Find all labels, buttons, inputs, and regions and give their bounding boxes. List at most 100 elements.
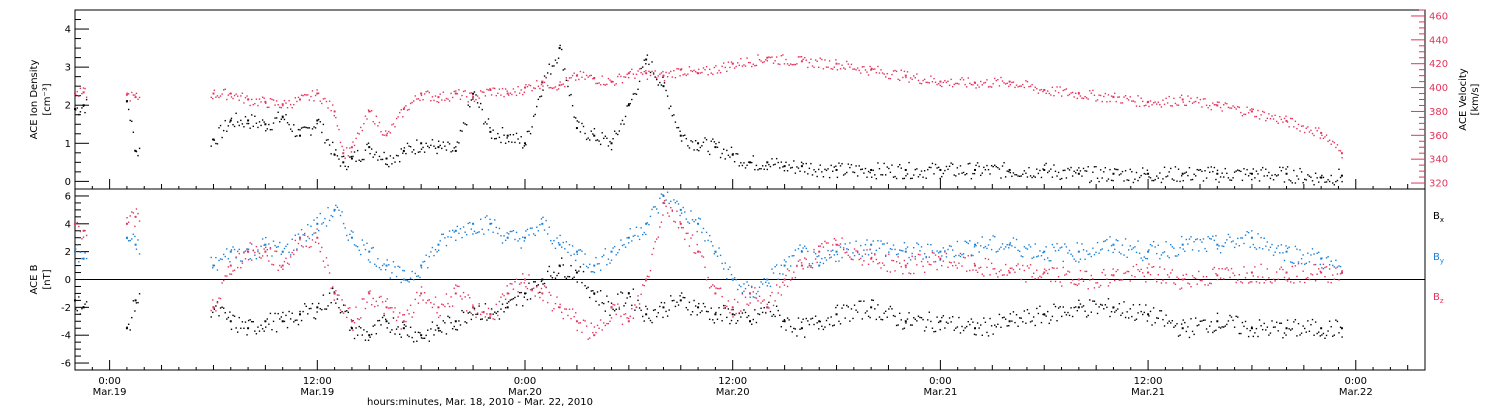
data-dot [1290,117,1292,120]
data-dot [370,148,373,150]
data-dot [325,100,328,103]
data-dot [271,98,273,101]
data-dot [539,291,541,294]
data-dot [962,171,965,174]
data-dot [338,209,340,211]
data-dot [532,87,535,89]
data-dot [303,303,306,305]
data-dot [814,171,817,173]
data-dot [637,70,639,72]
data-dot [480,318,482,321]
data-dot [79,251,82,253]
data-dot [582,71,585,74]
data-dot [1219,327,1222,329]
data-dot [1020,278,1022,281]
data-dot [1103,268,1105,271]
data-dot [659,81,661,84]
data-dot [1327,256,1329,258]
data-dot [816,322,818,324]
data-dot [441,99,443,101]
data-dot [881,174,884,176]
data-dot [296,319,298,321]
data-dot [744,296,747,298]
data-dot [690,237,692,239]
data-dot [1073,170,1075,173]
data-dot [333,114,335,117]
data-dot [880,69,882,71]
data-dot [1051,86,1054,89]
data-dot [833,254,835,256]
data-dot [553,65,555,67]
data-dot [339,214,342,217]
data-dot [428,91,430,94]
data-point [1320,327,1323,330]
data-dot [1061,95,1063,97]
data-dot [490,94,493,96]
data-dot [1154,101,1156,103]
data-dot [1339,326,1342,328]
data-dot [771,56,773,58]
data-dot [816,255,818,258]
data-dot [500,141,502,144]
data-dot [325,139,328,141]
data-dot [300,229,303,231]
data-dot [1255,248,1258,250]
data-point [1250,110,1253,113]
data-dot [811,317,814,320]
data-dot [353,144,356,147]
data-dot [434,147,437,149]
data-dot [289,103,292,106]
data-dot [1040,321,1043,324]
data-dot [729,266,731,268]
data-dot [523,91,526,93]
data-dot [850,63,853,66]
data-dot [1185,238,1188,241]
data-dot [473,91,476,93]
data-dot [1190,179,1192,181]
data-dot [509,282,511,285]
data-dot [243,252,245,254]
data-dot [1193,173,1195,176]
data-dot [643,284,645,287]
data-dot [1226,323,1228,326]
data-dot [1293,282,1295,284]
data-dot [657,84,659,86]
data-point [82,91,85,94]
data-dot [707,310,709,313]
data-dot [708,68,711,71]
data-dot [1226,239,1228,241]
data-dot [425,91,427,93]
data-dot [905,248,907,250]
data-dot [347,311,349,314]
data-dot [998,270,1001,273]
data-dot [498,318,501,320]
data-dot [138,253,141,255]
data-dot [607,258,610,260]
data-dot [311,302,314,305]
data-dot [1288,126,1290,128]
data-dot [920,246,923,248]
data-dot [782,273,784,275]
data-dot [473,308,476,311]
data-dot [1336,179,1339,182]
data-dot [392,123,395,125]
x-tick-time: 0:00 [98,376,120,387]
data-dot [78,95,80,97]
data-dot [607,77,610,80]
data-point [939,320,942,323]
data-dot [635,306,638,309]
data-dot [942,260,945,262]
legend-subscript: x [1440,216,1444,224]
data-point [316,306,319,309]
data-dot [969,162,971,165]
data-dot [1003,274,1005,276]
data-dot [356,245,359,248]
data-point [1077,92,1080,95]
data-dot [654,241,656,243]
data-dot [536,105,538,108]
data-dot [380,268,382,271]
data-dot [1293,126,1295,128]
data-dot [1241,179,1244,182]
data-dot [603,137,605,140]
data-dot [808,323,811,326]
